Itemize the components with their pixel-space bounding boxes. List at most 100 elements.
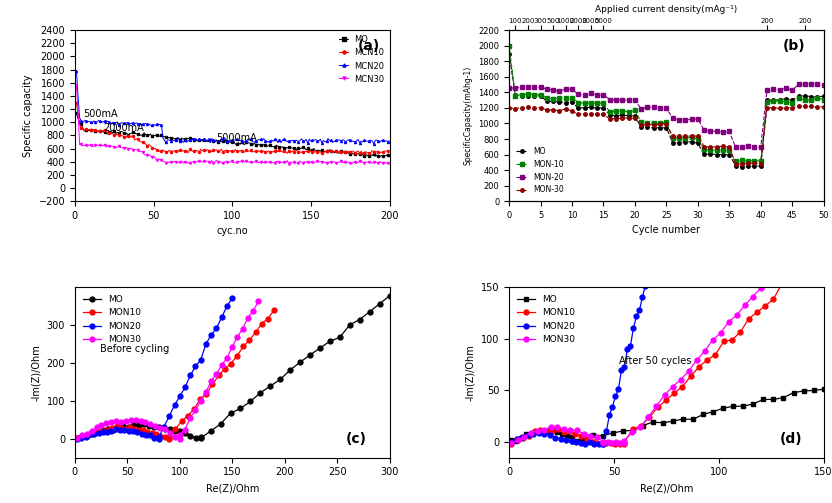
MON30 bbox=[254, 298, 264, 304]
MON10 bbox=[506, 441, 516, 447]
MON10 bbox=[644, 414, 654, 421]
MON30 bbox=[211, 371, 221, 377]
MON30 bbox=[175, 432, 185, 438]
MON30 bbox=[156, 425, 166, 431]
MON-30 bbox=[598, 112, 608, 118]
MON20 bbox=[635, 307, 645, 313]
MO bbox=[225, 410, 235, 416]
MON20 bbox=[186, 372, 196, 378]
Line: MON-10: MON-10 bbox=[508, 44, 825, 163]
MO bbox=[191, 435, 201, 441]
MON20 bbox=[128, 429, 138, 435]
MON20 bbox=[641, 283, 651, 289]
MON-30 bbox=[737, 161, 747, 167]
MON20 bbox=[89, 431, 99, 437]
MO bbox=[511, 439, 521, 445]
MO bbox=[542, 429, 552, 435]
MO bbox=[638, 423, 648, 429]
MO bbox=[537, 428, 547, 434]
MO bbox=[155, 133, 165, 139]
MON-20 bbox=[730, 144, 740, 150]
MON10 bbox=[553, 426, 563, 432]
MON20 bbox=[581, 441, 591, 447]
Line: MCN20: MCN20 bbox=[76, 69, 390, 145]
Line: MON-30: MON-30 bbox=[508, 104, 825, 166]
MON20 bbox=[119, 427, 129, 433]
MON10 bbox=[652, 404, 662, 410]
MON10 bbox=[744, 316, 754, 322]
MON20 bbox=[562, 437, 572, 443]
MO bbox=[358, 151, 368, 157]
MCN30 bbox=[370, 160, 380, 166]
MON-20 bbox=[711, 128, 721, 134]
MO bbox=[668, 418, 678, 424]
MON20 bbox=[585, 439, 595, 445]
MON10 bbox=[597, 440, 607, 446]
MCN20 bbox=[384, 138, 394, 144]
X-axis label: cyc.no: cyc.no bbox=[216, 226, 248, 236]
Line: MON20: MON20 bbox=[508, 283, 648, 447]
MON20 bbox=[93, 430, 103, 436]
MON10 bbox=[116, 425, 126, 431]
MCN30 bbox=[72, 82, 82, 89]
MON20 bbox=[132, 429, 142, 435]
MO bbox=[384, 293, 394, 299]
MON10 bbox=[269, 307, 279, 313]
MON10 bbox=[611, 441, 621, 447]
MON10 bbox=[711, 352, 721, 358]
MCN30 bbox=[206, 161, 215, 167]
MON-30 bbox=[711, 144, 721, 150]
MON30 bbox=[724, 319, 734, 325]
MON20 bbox=[626, 343, 636, 349]
MO bbox=[506, 438, 516, 444]
MON-30 bbox=[730, 160, 740, 166]
MON10 bbox=[512, 436, 522, 442]
MCN20 bbox=[72, 67, 82, 73]
MON30 bbox=[126, 416, 136, 423]
MON20 bbox=[180, 384, 190, 390]
MO bbox=[134, 423, 144, 429]
MO bbox=[91, 128, 101, 134]
MON20 bbox=[154, 434, 164, 440]
MON10 bbox=[238, 344, 248, 350]
MCN10 bbox=[130, 137, 140, 143]
MON10 bbox=[164, 434, 174, 440]
MO bbox=[738, 403, 748, 409]
MO bbox=[295, 359, 305, 365]
Legend: MO, MCN10, MCN20, MCN30: MO, MCN10, MCN20, MCN30 bbox=[336, 32, 388, 87]
MON-10 bbox=[605, 109, 615, 115]
MON10 bbox=[588, 439, 598, 445]
MON30 bbox=[572, 427, 582, 433]
MON10 bbox=[686, 373, 696, 379]
MO bbox=[334, 334, 344, 341]
MON10 bbox=[542, 428, 552, 434]
MCN10 bbox=[359, 149, 369, 155]
MON30 bbox=[141, 420, 151, 426]
MON10 bbox=[636, 423, 646, 429]
MON30 bbox=[186, 414, 196, 421]
MO bbox=[144, 424, 154, 430]
MON30 bbox=[620, 438, 630, 444]
Line: MON10: MON10 bbox=[75, 308, 276, 441]
MON30 bbox=[121, 417, 131, 424]
MON20 bbox=[611, 393, 621, 399]
MON10 bbox=[627, 427, 637, 433]
MCN30 bbox=[384, 160, 394, 166]
MON30 bbox=[131, 416, 141, 423]
Text: 2000mA: 2000mA bbox=[103, 123, 144, 133]
MON10 bbox=[529, 428, 539, 434]
Line: MCN10: MCN10 bbox=[76, 102, 390, 154]
MON30 bbox=[602, 439, 612, 445]
MON30 bbox=[546, 424, 556, 430]
MO bbox=[577, 437, 587, 443]
MON10 bbox=[565, 428, 575, 434]
MON20 bbox=[102, 429, 112, 435]
MON10 bbox=[694, 364, 704, 370]
Text: After 50 cycles: After 50 cycles bbox=[619, 356, 691, 366]
MON-30 bbox=[794, 103, 804, 109]
MON10 bbox=[107, 425, 117, 431]
MO bbox=[364, 309, 374, 315]
MON30 bbox=[592, 434, 602, 440]
MON-10 bbox=[730, 158, 740, 164]
MCN10 bbox=[72, 100, 82, 106]
